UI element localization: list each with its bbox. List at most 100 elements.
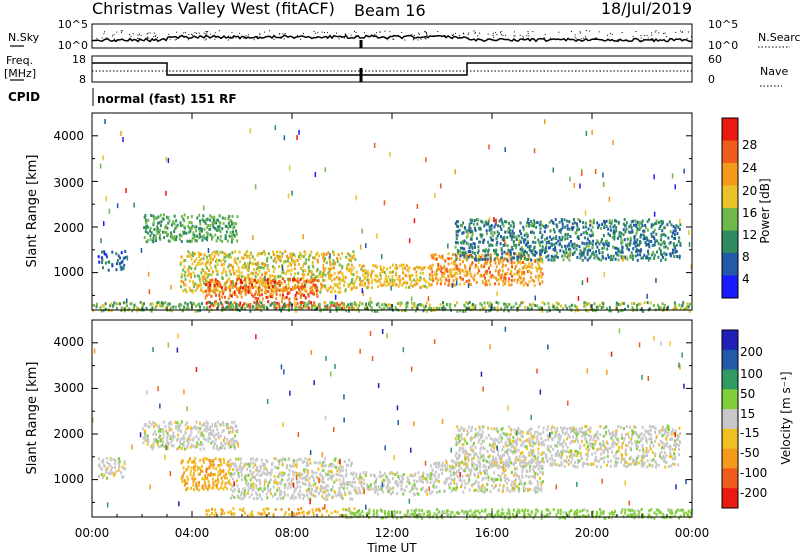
heatmap-cell — [549, 245, 551, 249]
heatmap-cell — [353, 507, 356, 511]
heatmap-cell — [193, 425, 196, 429]
heatmap-cell — [405, 485, 408, 489]
heatmap-cell — [274, 508, 277, 511]
heatmap-cell — [291, 190, 293, 196]
heatmap-cell — [307, 280, 310, 284]
heatmap-cell — [224, 259, 227, 263]
heatmap-cell — [308, 458, 311, 461]
heatmap-cell — [483, 471, 486, 475]
heatmap-cell — [564, 244, 566, 248]
heatmap-cell — [360, 484, 363, 488]
heatmap-cell — [206, 487, 209, 491]
heatmap-cell — [419, 266, 422, 270]
heatmap-cell — [455, 237, 458, 241]
heatmap-cell — [642, 309, 645, 313]
heatmap-cell — [274, 457, 277, 461]
heatmap-cell — [215, 447, 218, 451]
heatmap-cell — [200, 288, 203, 292]
heatmap-cell — [422, 284, 425, 288]
heatmap-cell — [399, 301, 402, 305]
heatmap-cell — [402, 472, 405, 476]
heatmap-cell — [584, 210, 587, 216]
heatmap-cell — [507, 226, 510, 230]
heatmap-cell — [222, 292, 225, 296]
heatmap-cell — [238, 309, 241, 313]
search-noise-dot — [527, 32, 529, 34]
heatmap-cell — [198, 481, 200, 484]
heatmap-cell — [445, 479, 448, 483]
heatmap-cell — [229, 231, 232, 234]
heatmap-cell — [233, 233, 236, 237]
heatmap-cell — [652, 251, 655, 254]
heatmap-cell — [352, 266, 355, 270]
heatmap-cell — [421, 474, 424, 478]
heatmap-cell — [207, 427, 210, 431]
heatmap-cell — [240, 497, 243, 501]
heatmap-cell — [337, 290, 340, 294]
search-noise-dot — [153, 36, 155, 38]
heatmap-cell — [189, 473, 192, 477]
heatmap-cell — [528, 480, 531, 483]
heatmap-cell — [526, 245, 529, 249]
heatmap-cell — [327, 469, 330, 473]
heatmap-cell — [328, 270, 331, 274]
heatmap-cell — [293, 297, 296, 301]
heatmap-cell — [401, 267, 404, 271]
heatmap-cell — [180, 437, 183, 441]
heatmap-cell — [315, 489, 318, 493]
frequency-panel: Freq. [MHz] 18 8 60 0 Nave — [4, 53, 788, 87]
heatmap-cell — [661, 256, 664, 259]
heatmap-cell — [499, 242, 502, 246]
search-noise-dot — [345, 34, 347, 36]
heatmap-cell — [159, 439, 162, 443]
heatmap-cell — [251, 293, 254, 297]
heatmap-cell — [377, 285, 380, 288]
heatmap-cell — [533, 488, 536, 492]
heatmap-cell — [358, 309, 361, 313]
heatmap-cell — [269, 279, 272, 283]
heatmap-cell — [278, 255, 281, 259]
power-colorbar-frame — [721, 117, 739, 299]
heatmap-cell — [198, 259, 201, 262]
heatmap-cell — [240, 470, 243, 474]
heatmap-cell — [213, 221, 216, 225]
heatmap-cell — [341, 474, 344, 478]
heatmap-cell — [434, 270, 437, 274]
heatmap-cell — [459, 263, 462, 266]
heatmap-cell — [456, 271, 459, 275]
heatmap-cell — [520, 301, 523, 305]
heatmap-cell — [169, 306, 172, 310]
heatmap-cell — [685, 305, 688, 309]
heatmap-cell — [552, 304, 555, 308]
heatmap-cell — [209, 279, 212, 282]
search-noise-dot — [632, 36, 634, 38]
heatmap-cell — [501, 269, 504, 273]
heatmap-cell — [324, 257, 326, 261]
heatmap-cell — [545, 249, 548, 253]
heatmap-cell — [410, 283, 412, 287]
heatmap-cell — [279, 458, 282, 462]
heatmap-cell — [562, 258, 565, 262]
heatmap-cell — [318, 272, 321, 276]
heatmap-cell — [658, 247, 661, 251]
heatmap-cell — [619, 309, 622, 313]
heatmap-cell — [198, 229, 201, 233]
heatmap-cell — [386, 478, 389, 482]
heatmap-cell — [412, 492, 415, 496]
heatmap-cell — [258, 266, 261, 269]
heatmap-cell — [674, 245, 676, 248]
heatmap-cell — [633, 302, 636, 305]
heatmap-cell — [208, 432, 211, 435]
heatmap-cell — [507, 478, 510, 482]
heatmap-cell — [468, 269, 471, 272]
heatmap-cell — [564, 225, 567, 229]
heatmap-cell — [195, 435, 198, 439]
heatmap-cell — [180, 461, 183, 465]
heatmap-cell — [643, 253, 646, 257]
heatmap-cell — [448, 278, 451, 282]
heatmap-cell — [199, 283, 202, 287]
heatmap-cell — [199, 466, 201, 470]
heatmap-cell — [249, 478, 252, 482]
heatmap-cell — [278, 462, 281, 466]
heatmap-cell — [452, 279, 455, 283]
